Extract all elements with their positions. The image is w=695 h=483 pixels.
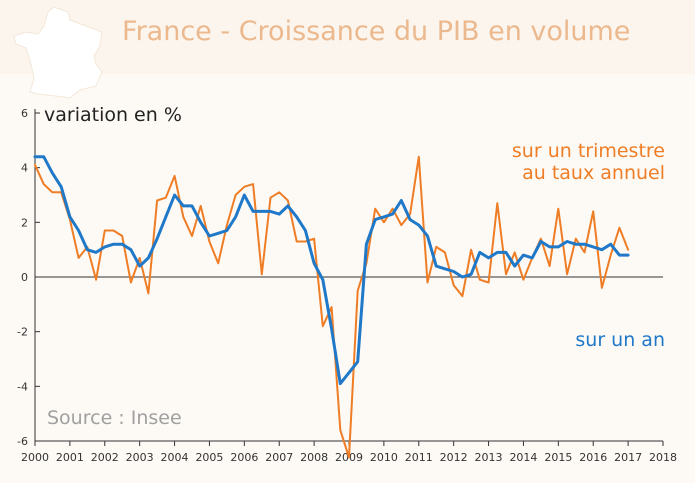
series-line-annual: [33, 155, 630, 386]
x-tick-label: 2011: [405, 451, 433, 464]
x-tick-label: 2016: [579, 451, 607, 464]
y-tick-label: 6: [21, 107, 28, 120]
x-tick-label: 2017: [614, 451, 642, 464]
legend-quarterly-line2: au taux annuel: [522, 162, 665, 184]
x-tick-label: 2015: [544, 451, 572, 464]
y-tick-label: -4: [17, 380, 28, 393]
x-tick-label: 2006: [230, 451, 258, 464]
x-tick-label: 2002: [91, 451, 119, 464]
x-tick-label: 2005: [195, 451, 223, 464]
x-tick-label: 2008: [300, 451, 328, 464]
legend-quarterly-line1: sur un trimestre: [512, 140, 665, 162]
series-layer: [33, 155, 630, 459]
x-tick-label: 2010: [370, 451, 398, 464]
x-tick-label: 2004: [161, 451, 189, 464]
x-tick-label: 2007: [265, 451, 293, 464]
y-tick-label: 0: [21, 271, 28, 284]
y-tick-label: -6: [17, 435, 28, 448]
x-tick-label: 2012: [440, 451, 468, 464]
x-tick-label: 2003: [126, 451, 154, 464]
series-line-quarterly: [34, 155, 630, 459]
x-tick-label: 2018: [649, 451, 677, 464]
x-tick-label: 2013: [475, 451, 503, 464]
x-tick-label: 2000: [21, 451, 49, 464]
france-map-icon: [13, 6, 103, 99]
labels: variation en % sur un trimestre au taux …: [44, 104, 665, 429]
x-tick-label: 2014: [509, 451, 537, 464]
x-tick-label: 2001: [56, 451, 84, 464]
chart-title: France - Croissance du PIB en volume: [122, 16, 631, 47]
y-tick-label: -2: [17, 326, 28, 339]
plot-background: [0, 74, 695, 483]
legend-annual: sur un an: [575, 329, 665, 351]
y-axis-label: variation en %: [44, 104, 182, 126]
source-note: Source : Insee: [47, 407, 182, 429]
header-band: [0, 0, 695, 74]
y-tick-label: 2: [21, 216, 28, 229]
y-tick-label: 4: [21, 162, 28, 175]
